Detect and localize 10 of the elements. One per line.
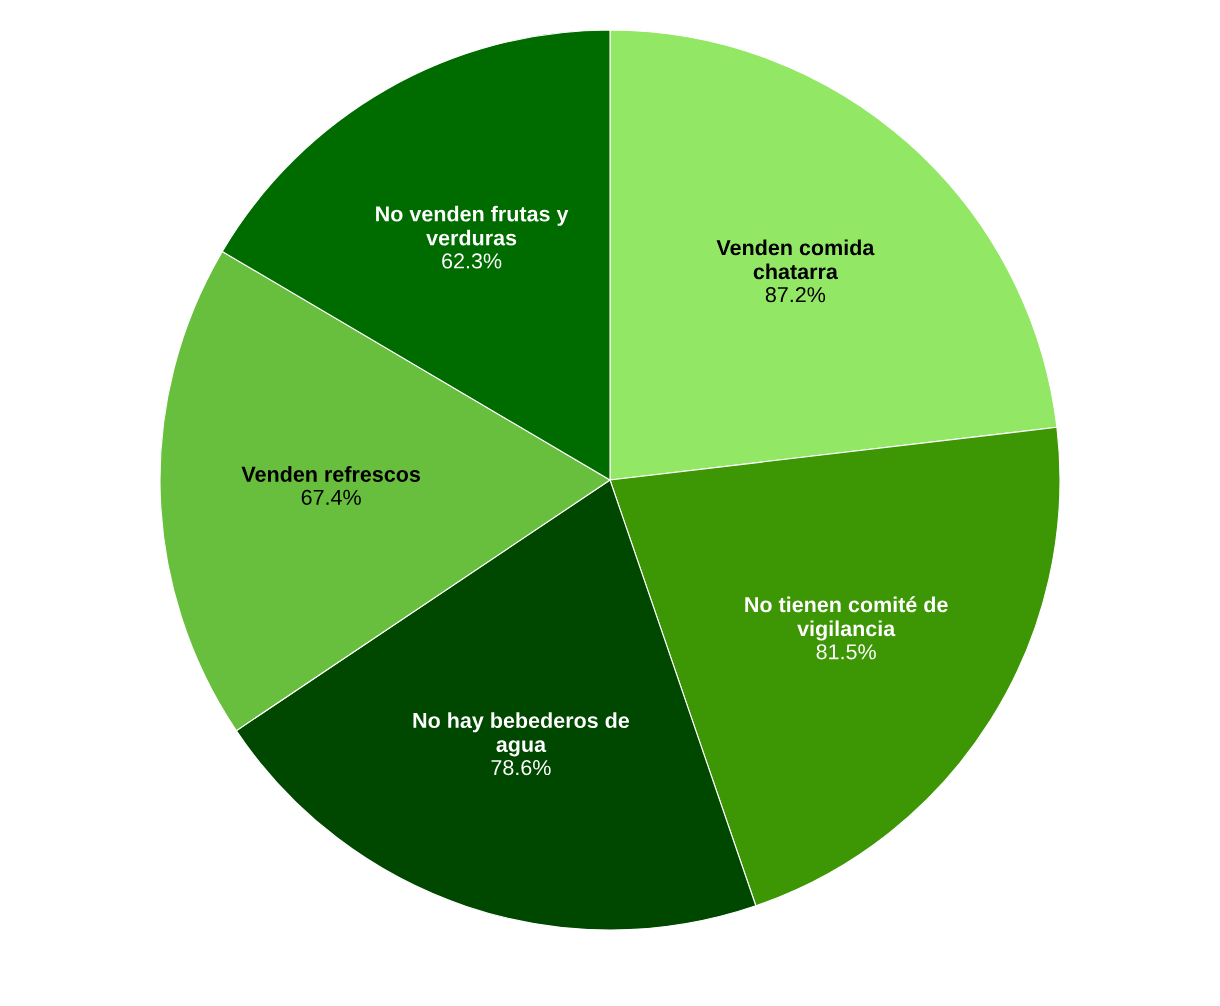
data-label: 87.2%: [765, 287, 826, 303]
slice-label: Venden comida chatarra: [716, 239, 875, 280]
slice-label: No venden frutas y verduras: [376, 205, 569, 246]
data-label: 81.5%: [816, 644, 876, 660]
slice-label: No hay bebederos de agua: [413, 712, 630, 757]
slice-label: Venden refrescos: [241, 466, 420, 482]
data-label: 62.3%: [442, 253, 502, 269]
slice-label: No tienen comité de vigilancia: [745, 596, 948, 641]
data-label: 67.4%: [301, 489, 361, 505]
data-label: 78.6%: [491, 759, 551, 776]
